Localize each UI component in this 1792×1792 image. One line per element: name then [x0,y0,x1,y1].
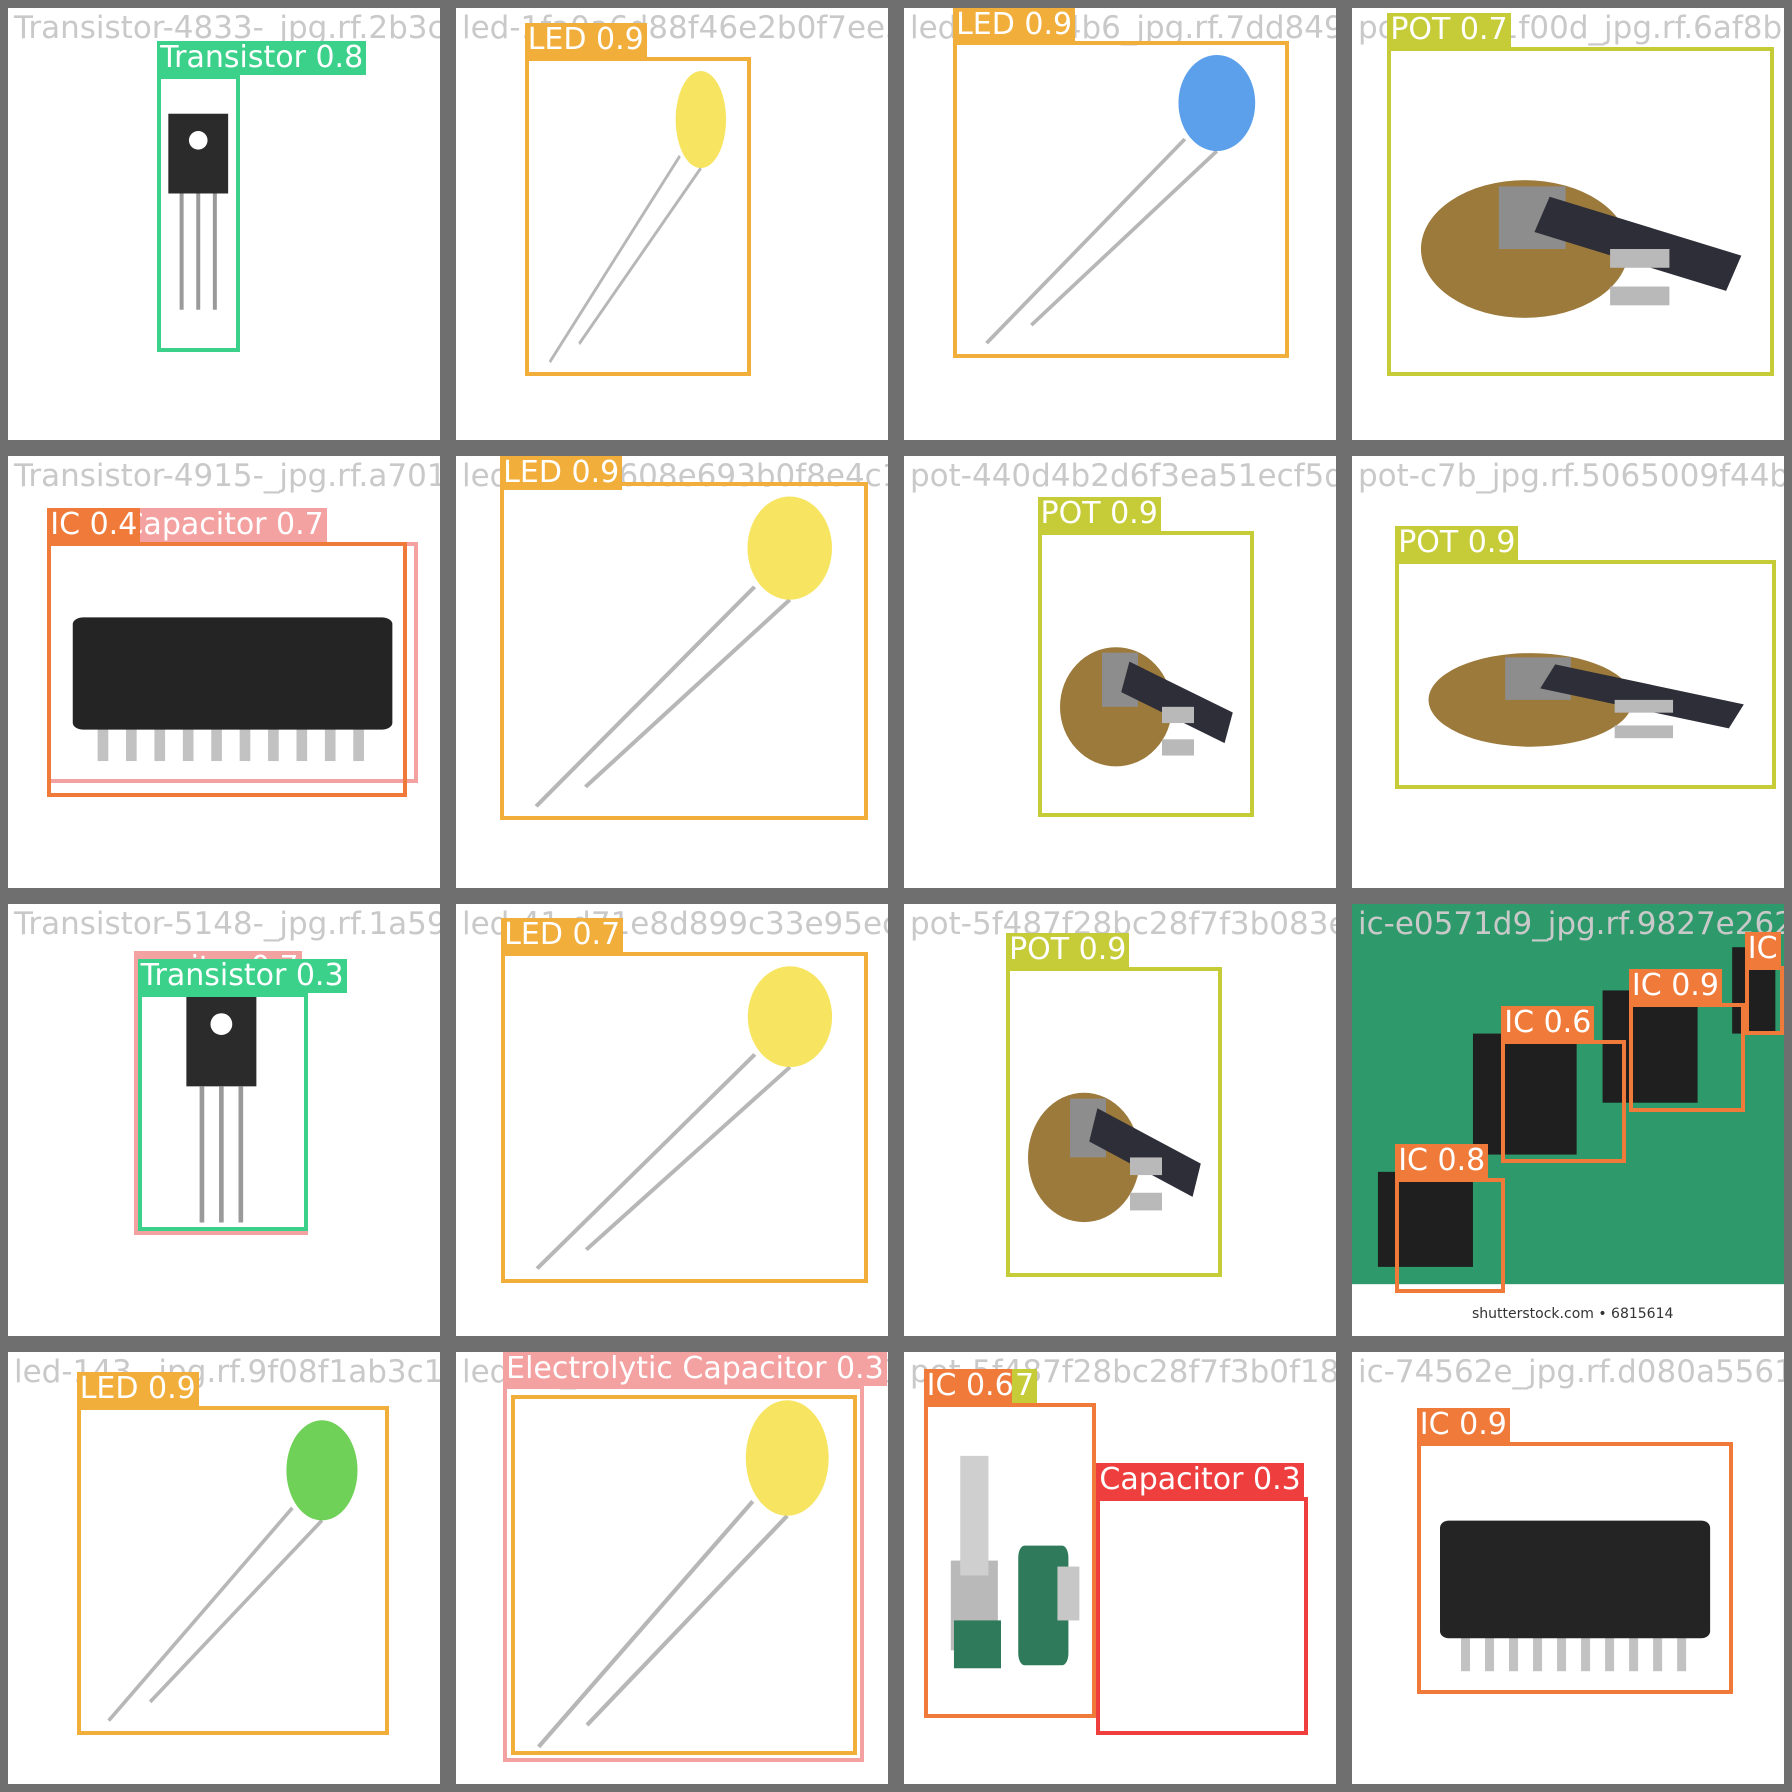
detection-label: LED 0.9 [76,1372,199,1406]
transistor-icon [142,993,301,1226]
rotary-encoder-icon [932,1411,1089,1710]
detection-box-led[interactable] [510,1395,857,1755]
detection-box-ic[interactable] [1395,1177,1506,1293]
detection-box-ic[interactable] [1628,1003,1745,1113]
detection-label: 7 [1012,1369,1038,1404]
tile-6[interactable]: led-81a29608e693b0f8e4c10d4c_jpgLED 0.9 [456,456,888,888]
tile-7[interactable]: pot-440d4b2d6f3ea51ecf5d5a6b_jpgPOT 0.9 [904,456,1336,888]
image-filename: ic-74562e_jpg.rf.d080a55611a1ed5 [1358,1354,1784,1390]
image-filename: pot-440d4b2d6f3ea51ecf5d5a6b_jpg [910,458,1336,494]
stock-credit: shutterstock.com • 6815614 [1472,1306,1674,1322]
detection-box-pot[interactable] [1387,47,1775,377]
tile-8[interactable]: pot-c7b_jpg.rf.5065009f44b9 POT 0.9 [1352,456,1784,888]
tile-16[interactable]: ic-74562e_jpg.rf.d080a55611a1ed5 IC 0.9 [1352,1352,1784,1784]
detection-label: Electrolytic Capacitor 0.3 [503,1352,887,1386]
detection-label: LED 0.7 [501,918,624,953]
detection-box-pot[interactable] [1037,530,1254,818]
tile-4[interactable]: pot-d21d1f00d_jpg.rf.6af8b9330cac03bPOT … [1352,8,1784,440]
detection-label: POT 0.9 [1395,526,1519,561]
detection-label: IC 0.8 [1395,1143,1489,1178]
tile-9[interactable]: Transistor-5148-_jpg.rf.1a592e3e11d71e4d… [8,904,440,1336]
detection-label: POT 0.9 [1037,496,1161,531]
detection-box-ic[interactable] [1416,1442,1733,1694]
detection-label: LED 0.9 [953,8,1076,42]
potentiometer-icon [1395,55,1766,368]
tile-10[interactable]: led-41-d71e8d899c33e95ec_jpgLED 0.7 [456,904,888,1336]
potentiometer-icon [1403,568,1768,781]
detection-label: POT 0.7 [1387,13,1511,48]
image-filename: pot-c7b_jpg.rf.5065009f44b9 [1358,458,1784,494]
ic-chip-icon [55,550,410,775]
detection-box-led[interactable] [953,41,1289,358]
led-icon [533,65,743,368]
transistor-icon [165,83,231,344]
detection-label: IC 0.6 [923,1369,1017,1404]
detection-label: LED 0.9 [524,23,647,58]
detection-box-transistor[interactable] [137,993,309,1231]
detection-label: IC 0.6 [1501,1006,1595,1041]
detection-box-transistor[interactable] [157,74,240,352]
detection-box-led[interactable] [500,481,869,821]
tile-11[interactable]: pot-5f487f28bc28f7f3b083e2e7d2e0POT 0.9 [904,904,1336,1336]
detection-label: Transistor 0.8 [157,40,367,75]
image-filename: Transistor-5148-_jpg.rf.1a592e3e11d71e4d… [14,906,440,942]
detection-box-led[interactable] [501,952,869,1283]
detection-box-led[interactable] [524,57,751,377]
pcb-icon [1352,904,1784,1336]
tile-15[interactable]: pot-5f487f28bc28f7f3b0f188adc02a42a507f4… [904,1352,1336,1784]
detection-box-pot[interactable] [1006,966,1223,1278]
detection-box-led[interactable] [76,1406,389,1735]
detection-label: IC 0.9 [1628,969,1722,1004]
detection-box-electrolyticcapacitor[interactable] [503,1385,865,1763]
tile-13[interactable]: led-143-_jpg.rf.9f08f1ab3c10eb7bd5aLED 0… [8,1352,440,1784]
image-filename: Transistor-4833-_jpg.rf.2b3cae9278519a6f… [14,10,440,46]
led-icon [509,960,860,1275]
detection-label: Capacitor 0.3 [1096,1463,1304,1498]
detection-label: IC 0.9 [1416,1408,1510,1443]
detection-label: LED 0.9 [500,456,623,490]
detection-box-ic[interactable] [1744,965,1784,1035]
image-filename: ic-e0571d9_jpg.rf.9827e262184 [1358,906,1784,942]
detection-box-pot[interactable] [1395,560,1777,789]
tile-3[interactable]: led-7b1cc4b6_jpg.rf.7dd849c3a34f7afdLED … [904,8,1336,440]
tile-14[interactable]: led-b1_jpg.rf.e3b52784e3c0dElectrolytic … [456,1352,888,1784]
detection-label: IC [1744,931,1781,966]
ic-chip-icon [1425,1450,1725,1685]
tile-2[interactable]: led-1fa0a6d88f46e2b0f7ee3c1b5d43aLED 0.9 [456,8,888,440]
tile-1[interactable]: Transistor-4833-_jpg.rf.2b3cae9278519a6f… [8,8,440,440]
potentiometer-icon [1014,975,1214,1269]
detection-label: Transistor 0.3 [137,959,347,994]
detection-label: POT 0.9 [1006,932,1130,967]
image-filename: Transistor-4915-_jpg.rf.a701ee6b41c9d [14,458,440,494]
detection-box-capacitor[interactable] [1096,1497,1309,1735]
potentiometer-icon [1046,539,1246,810]
led-icon [511,1393,856,1754]
detection-box-ic[interactable] [1501,1040,1626,1164]
tile-12[interactable]: ic-e0571d9_jpg.rf.9827e262184 shutterstoc… [1352,904,1784,1336]
led-icon [508,490,860,813]
led-icon [961,49,1281,349]
detection-box-ic[interactable] [923,1403,1097,1719]
detection-box-ic[interactable] [47,542,407,797]
detection-label: IC 0.4 [47,508,141,543]
tile-5[interactable]: Transistor-4915-_jpg.rf.a701ee6b41c9dlyt… [8,456,440,888]
led-icon [85,1414,381,1727]
